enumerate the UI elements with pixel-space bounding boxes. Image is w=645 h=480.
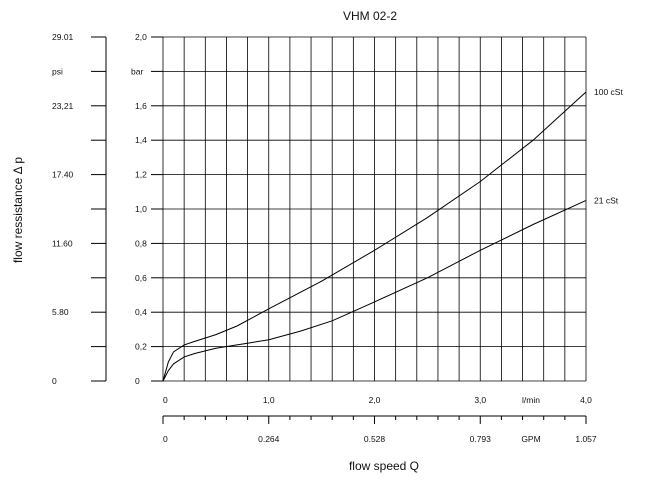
psi-tick-label: 23,21 <box>52 101 74 111</box>
y-axis-title: flow ressistance Δ p <box>11 157 25 263</box>
series-label: 21 cSt <box>594 195 619 205</box>
gpm-tick-label: 0 <box>163 434 168 444</box>
psi-unit-label: psi <box>52 66 63 76</box>
y-tick-label: 0 <box>135 376 140 386</box>
x-tick-label: 4,0 <box>580 395 592 405</box>
psi-tick-label: 17.40 <box>52 170 74 180</box>
y-tick-label: 0,6 <box>135 273 147 283</box>
psi-tick-label: 11.60 <box>52 238 73 248</box>
series-curve <box>162 91 587 382</box>
x-tick-label: 3,0 <box>474 395 486 405</box>
psi-tick-label: 29.01 <box>52 32 74 42</box>
x-axis-title: flow speed Q <box>349 459 419 473</box>
x-tick-label: 0 <box>163 395 168 405</box>
gpm-tick-label: 0.528 <box>364 434 386 444</box>
grid-lines <box>162 36 587 382</box>
gpm-tick-label: 0.793 <box>470 434 492 444</box>
gpm-tick-label: 1.057 <box>575 434 597 444</box>
y-tick-label: 1,4 <box>135 135 147 145</box>
series-curves <box>162 91 587 382</box>
x-tick-label: 2,0 <box>369 395 381 405</box>
y-tick-label: 0,2 <box>135 342 147 352</box>
psi-tick-label: 0 <box>52 376 57 386</box>
series-curve <box>162 199 587 382</box>
y-tick-label: 2,0 <box>135 32 147 42</box>
chart-title: VHM 02-2 <box>343 9 397 23</box>
x-tick-label: 1,0 <box>263 395 275 405</box>
series-label: 100 cSt <box>594 87 623 97</box>
y-tick-label: 1,2 <box>135 170 147 180</box>
y-tick-label: 1,0 <box>135 204 147 214</box>
y-tick-label: 0,4 <box>135 307 147 317</box>
axes <box>91 36 587 424</box>
gpm-unit-label: GPM <box>521 434 540 444</box>
y-tick-label: 0,8 <box>135 238 147 248</box>
x-unit-label: l/min <box>522 395 540 405</box>
gpm-tick-label: 0.264 <box>258 434 280 444</box>
y-tick-label: 1,6 <box>135 101 147 111</box>
psi-tick-label: 5.80 <box>52 307 69 317</box>
y-unit-label: bar <box>131 66 143 76</box>
tick-labels: 0 0,2 0,4 0,6 0,8 1,0 1,2 1,4 1,6 2,0 bar 0 5.80 11.6… <box>52 32 623 444</box>
